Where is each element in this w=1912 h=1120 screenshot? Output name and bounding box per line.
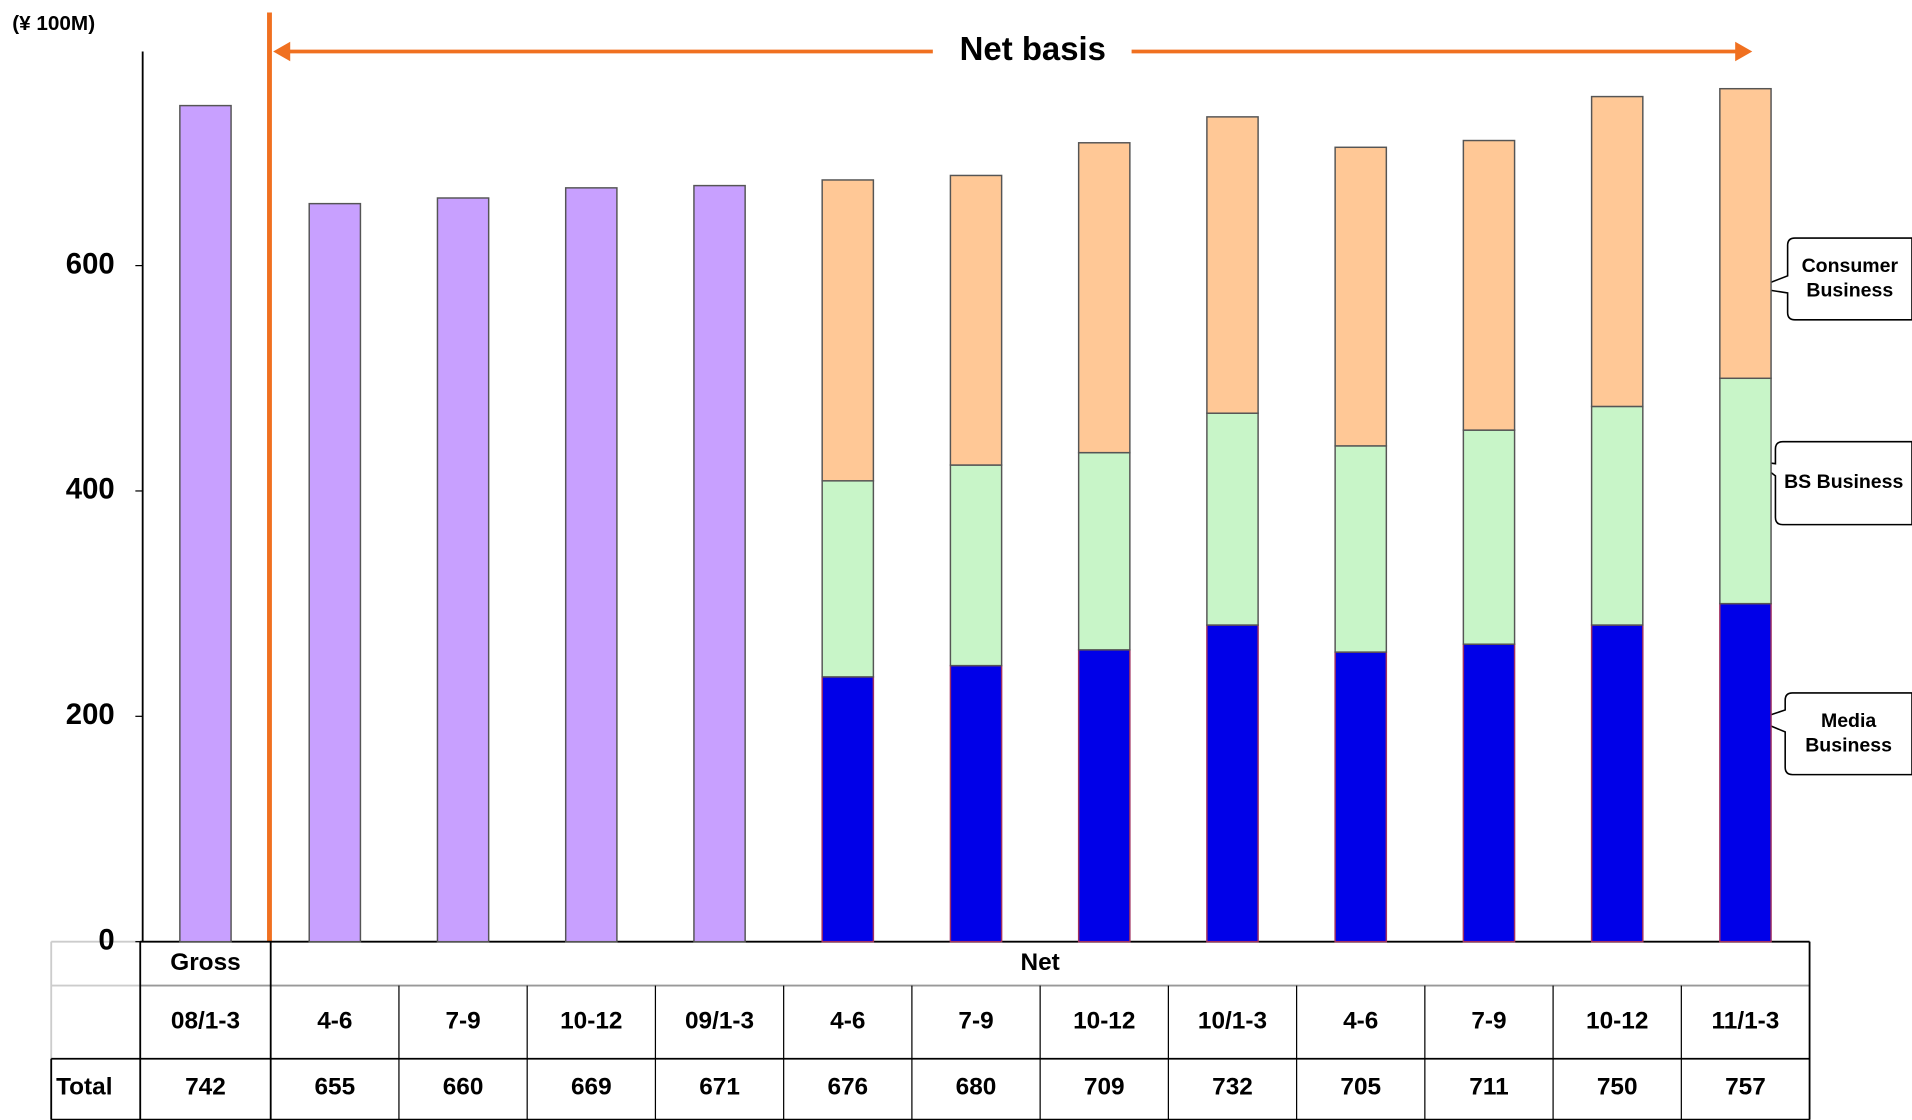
callout-box (1753, 692, 1912, 776)
bar (1206, 116, 1259, 414)
bar (1590, 405, 1644, 626)
group-label: Net (1020, 949, 1059, 976)
bar (1719, 87, 1772, 380)
callout-box (1753, 440, 1912, 526)
callout: Media Business (1805, 710, 1892, 756)
x-tick-label: 4-6 (317, 1008, 352, 1035)
legend-label: BS Business (1784, 472, 1904, 493)
bar (1334, 146, 1388, 447)
x-tick-label: 10-12 (1586, 1008, 1648, 1035)
table-cell: 680 (956, 1073, 997, 1100)
x-tick-label: 11/1-3 (1712, 1008, 1780, 1035)
bar (1206, 412, 1259, 626)
x-tick-label: 4-6 (830, 1008, 865, 1035)
bar (1077, 142, 1131, 454)
bar (821, 676, 875, 943)
annotation: Net basis (960, 30, 1106, 67)
bar (1462, 429, 1516, 645)
x-tick-label: 10-12 (560, 1008, 622, 1035)
table-cell: 742 (185, 1073, 226, 1100)
x-tick-label: 7-9 (1471, 1008, 1506, 1035)
callout: BS Business (1784, 472, 1904, 493)
bar (1462, 139, 1516, 431)
bar (1077, 451, 1131, 651)
x-tick-label: 10/1-3 (1198, 1008, 1267, 1035)
y-tick-label: 200 (66, 699, 115, 731)
table-cell: 711 (1469, 1073, 1508, 1100)
bar (436, 197, 490, 943)
y-tick-label: 400 (66, 474, 115, 506)
bar (693, 184, 746, 943)
table-cell: 705 (1340, 1073, 1381, 1100)
x-tick-label: 7-9 (445, 1008, 480, 1035)
bar (821, 179, 875, 482)
callout: Consumer Business (1801, 255, 1899, 301)
x-tick-label: 7-9 (958, 1008, 993, 1035)
x-tick-label: 09/1-3 (685, 1008, 754, 1035)
bar (564, 187, 618, 943)
bar (949, 464, 1003, 667)
y-tick-label: 0 (98, 924, 114, 956)
y-tick-label: 600 (66, 248, 115, 280)
table-cell: 669 (571, 1073, 612, 1100)
bar (1462, 643, 1516, 943)
bar (1719, 377, 1772, 605)
table-cell: 757 (1725, 1073, 1766, 1100)
legend-label: Consumer Business (1801, 255, 1899, 301)
bar (821, 480, 875, 678)
table-cell: 732 (1212, 1073, 1253, 1100)
callouts (1752, 237, 1912, 776)
table-cell: 655 (314, 1073, 355, 1100)
bar (308, 202, 362, 943)
bar (949, 664, 1003, 943)
unit-label: (¥ 100M) (12, 12, 95, 35)
group-label: Gross (170, 949, 240, 976)
x-tick-label: 08/1-3 (171, 1008, 240, 1035)
table-cell: 709 (1084, 1073, 1125, 1100)
bar (1334, 651, 1388, 943)
x-tick-label: 10-12 (1073, 1008, 1135, 1035)
row-label: Total (56, 1073, 112, 1100)
bar (1590, 624, 1644, 943)
table-cell: 671 (699, 1073, 740, 1100)
table-cell: 660 (443, 1073, 484, 1100)
x-tick-label: 4-6 (1343, 1008, 1378, 1035)
bar (949, 174, 1003, 466)
table-cell: 676 (827, 1073, 868, 1100)
callout-box (1752, 237, 1912, 321)
legend-label: Media Business (1805, 710, 1892, 756)
table-cell: 750 (1597, 1073, 1638, 1100)
bar (1590, 95, 1644, 408)
bar (1077, 649, 1131, 943)
bar (1719, 602, 1772, 943)
bar (1334, 445, 1388, 653)
bar (1206, 624, 1259, 943)
bar (179, 104, 232, 943)
